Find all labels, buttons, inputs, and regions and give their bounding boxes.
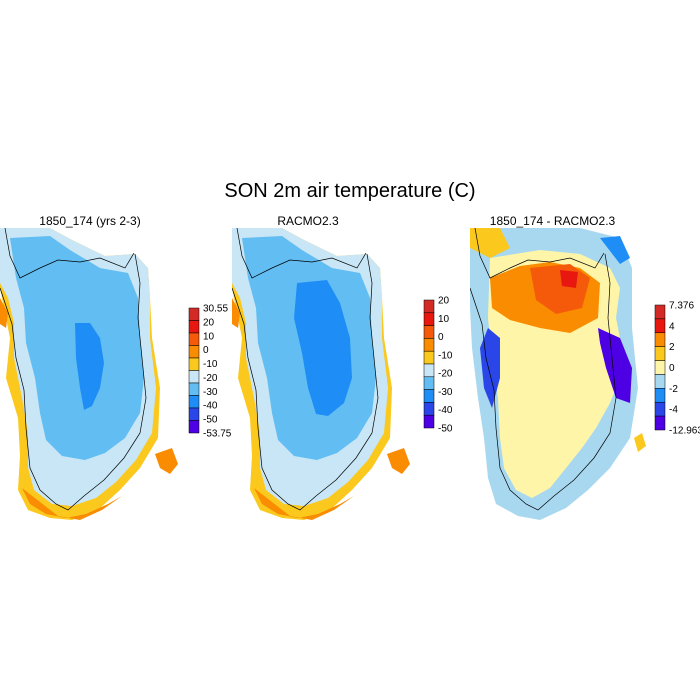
panel-1-map [0, 228, 182, 528]
colorbar-tick-label: 0 [203, 345, 209, 356]
colorbar-tick-label: -20 [203, 373, 218, 384]
colorbar-swatch [654, 388, 666, 403]
colorbar-tick-label: -20 [438, 369, 453, 380]
colorbar-swatch [654, 346, 666, 361]
colorbar-swatch [188, 345, 200, 359]
colorbar-swatch [188, 420, 200, 434]
colorbar-swatch [423, 325, 435, 339]
panel-2-colorbar: 20 10 0 -10 -20 -30 -40 -50 [423, 296, 479, 435]
coastline [232, 228, 379, 511]
colorbar-swatch [423, 299, 435, 314]
panel-2-title: RACMO2.3 [277, 214, 339, 228]
colorbar-swatch [423, 389, 435, 403]
coastline [0, 228, 147, 511]
colorbar-swatch [423, 363, 435, 378]
colorbar-tick-label: -50 [438, 424, 453, 435]
colorbar-tick-label: 4 [669, 321, 675, 332]
colorbar-tick-label: 0 [438, 332, 444, 343]
colorbar-tick-label: -10 [438, 350, 453, 361]
colorbar-tick-label: -30 [203, 387, 218, 398]
colorbar-tick-label: -12.963 [669, 426, 700, 437]
colorbar-tick-label: 2 [669, 342, 675, 353]
panel-2-map [232, 228, 414, 528]
colorbar-tick-label: 10 [203, 331, 215, 342]
colorbar-swatch [423, 402, 435, 416]
greenland-temperature-difference-field [470, 228, 646, 520]
colorbar-swatch [188, 395, 200, 409]
colorbar-swatch [423, 312, 435, 326]
colorbar-swatch [188, 382, 200, 396]
colorbar-tick-label: -2 [669, 384, 678, 395]
colorbar-tick-label: -10 [203, 359, 218, 370]
panel-3-title: 1850_174 - RACMO2.3 [489, 214, 616, 228]
colorbar-tick-label: 0 [669, 363, 675, 374]
colorbar-swatch [188, 370, 200, 384]
colorbar-tick-label: 30.55 [203, 304, 228, 315]
colorbar-swatch [423, 376, 435, 390]
colorbar-tick-label: -30 [438, 387, 453, 398]
colorbar-tick-label: 20 [203, 317, 215, 328]
panel-1-title: 1850_174 (yrs 2-3) [39, 214, 141, 228]
colorbar-swatch [188, 357, 200, 371]
colorbar-swatch [654, 332, 666, 347]
colorbar-tick-label: 7.376 [669, 301, 694, 312]
panel-3-map [470, 228, 652, 528]
colorbar-swatch [423, 338, 435, 352]
colorbar-tick-label: -53.75 [203, 429, 232, 440]
greenland-temperature-field [232, 228, 410, 520]
colorbar-swatch [654, 360, 666, 375]
colorbar-swatch [654, 318, 666, 334]
greenland-temperature-field [0, 228, 178, 520]
colorbar-tick-label: -40 [438, 405, 453, 416]
colorbar-tick-label: -50 [203, 415, 218, 426]
panel-3-colorbar: 7.376 4 2 0 -2 -4 -12.963 [654, 301, 700, 437]
colorbar-swatch [423, 414, 435, 429]
colorbar-swatch [423, 350, 435, 365]
colorbar-swatch [188, 332, 200, 346]
coastline [470, 228, 617, 511]
colorbar-swatch [188, 307, 200, 321]
colorbar-swatch [654, 415, 666, 431]
colorbar-swatch [188, 320, 200, 334]
figure-title: SON 2m air temperature (C) [224, 180, 476, 202]
colorbar-swatch [654, 401, 666, 417]
colorbar-tick-label: 10 [438, 314, 450, 325]
colorbar-swatch [654, 374, 666, 389]
colorbar-swatch [188, 407, 200, 421]
colorbar-tick-label: -4 [669, 405, 678, 416]
colorbar-swatch [654, 304, 666, 320]
panel-1-colorbar: 30.55 20 10 0 -10 -20 -30 -40 -50 -53.75 [188, 304, 244, 440]
colorbar-tick-label: 20 [438, 296, 450, 307]
colorbar-tick-label: -40 [203, 401, 218, 412]
